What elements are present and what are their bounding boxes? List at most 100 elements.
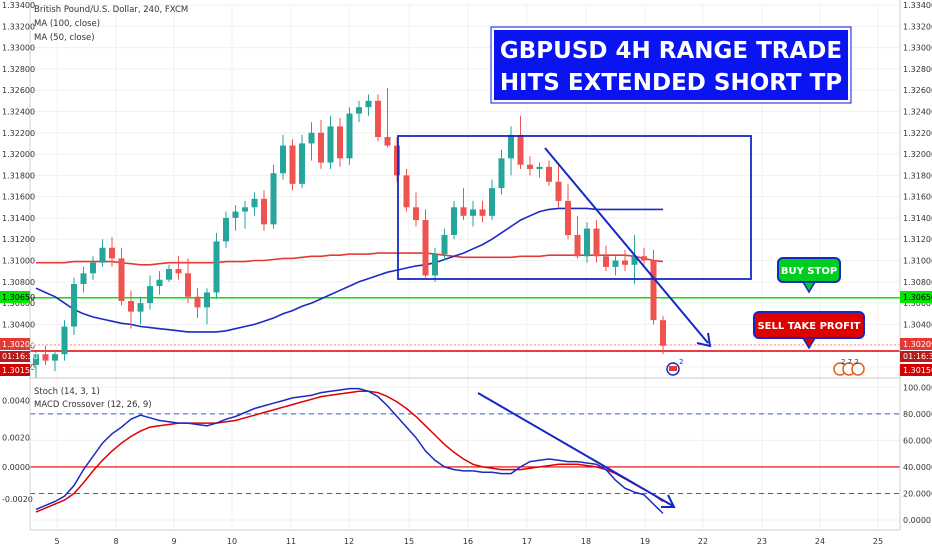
osc-tick-right: 60.0000: [903, 436, 932, 445]
candle-up: [232, 205, 239, 231]
price-tick-right: 1.33200: [903, 22, 932, 31]
candle-up: [356, 100, 362, 123]
osc-tick-right: 100.0000: [903, 383, 932, 392]
candle-down: [403, 168, 410, 212]
candle-down: [574, 215, 581, 259]
candle-body: [650, 260, 657, 321]
candle-up: [451, 200, 457, 240]
banner-outline: [490, 26, 852, 104]
candle-down: [460, 188, 467, 221]
grid-layer: [30, 4, 900, 530]
candle-body: [441, 234, 448, 255]
candle-body: [327, 126, 334, 163]
time-tick-label: 25: [873, 537, 883, 546]
candle-body: [384, 137, 391, 146]
stoch-legend: Stoch (14, 3, 1): [34, 387, 100, 397]
price-tick-left: 1.32000: [2, 150, 35, 159]
price-levels: [30, 297, 900, 352]
candle-down: [422, 209, 429, 278]
candle-body: [489, 188, 495, 216]
price-tick-left: 1.32800: [2, 65, 35, 74]
candle-up: [99, 239, 106, 267]
candle-body: [432, 254, 438, 276]
candle-up: [489, 179, 495, 221]
candle-body: [80, 273, 87, 284]
sell-take-profit-callout[interactable]: SELL TAKE PROFIT: [753, 311, 865, 350]
time-tick-label: 15: [404, 537, 414, 546]
candle-body: [584, 228, 590, 257]
candle-body: [403, 175, 410, 208]
candle-body: [299, 143, 305, 184]
candle-up: [584, 222, 590, 263]
osc-tick-right: 40.0000: [903, 463, 932, 472]
right-green-tag-text: 1.30650: [903, 293, 932, 302]
candle-up: [71, 277, 77, 336]
candle-body: [194, 296, 201, 308]
candle-down: [413, 192, 419, 227]
candle-up: [52, 352, 58, 372]
price-tick-left: 1.32200: [2, 129, 35, 138]
candle-body: [422, 220, 429, 276]
candle-body: [289, 145, 296, 184]
ma100-line: [36, 252, 664, 266]
candle-up: [61, 320, 68, 361]
candle-body: [166, 269, 172, 280]
buy-stop-callout[interactable]: BUY STOP: [777, 257, 841, 294]
time-tick-label: 11: [286, 537, 296, 546]
candle-down: [118, 247, 125, 306]
macd-legend: MACD Crossover (12, 26, 9): [34, 400, 152, 410]
candle-body: [128, 300, 134, 312]
candle-body: [99, 247, 106, 263]
candle-body: [204, 292, 210, 308]
candle-body: [175, 269, 182, 274]
stoch-d-line: [35, 390, 664, 513]
candle-up: [612, 256, 619, 276]
candle-down: [42, 345, 49, 365]
time-tick-label: 12: [344, 537, 354, 546]
candle-body: [375, 100, 381, 138]
left-time-tag-text: 01:16:30: [2, 352, 38, 361]
price-tick-left: 1.33000: [2, 44, 35, 53]
price-tick-right: 1.32600: [903, 86, 932, 95]
candle-down: [394, 137, 400, 182]
right-time-tag: [900, 351, 932, 362]
candle-up: [204, 288, 210, 325]
price-tick-right: 1.31000: [903, 257, 932, 266]
candle-down: [479, 200, 486, 223]
time-tick-label: 23: [757, 537, 767, 546]
price-tick-right: 1.30400: [903, 320, 932, 329]
candle-body: [137, 303, 144, 312]
candle-down: [375, 94, 381, 142]
right-time-tag-text: 01:16:30: [903, 352, 932, 361]
candle-down: [565, 183, 571, 240]
buy-stop-pointer: [801, 281, 817, 294]
candle-body: [71, 283, 77, 327]
stoch-k-line: [35, 387, 664, 514]
candle-down: [546, 160, 552, 186]
candle-up: [346, 107, 353, 165]
candle-body: [470, 209, 476, 216]
candle-up: [631, 234, 638, 284]
event-badge-group[interactable]: 2 7 2: [833, 358, 865, 376]
candles: [33, 88, 666, 378]
candle-body: [603, 256, 609, 267]
time-tick-label: 8: [113, 537, 118, 546]
osc-tick-left: 0.0020: [2, 434, 30, 443]
candle-up: [270, 164, 277, 229]
candle-body: [147, 286, 153, 304]
flag-icon-stripe: [669, 366, 677, 371]
price-tick-right: 1.32000: [903, 150, 932, 159]
candle-body: [318, 132, 324, 163]
price-tick-right: 1.30600: [903, 299, 932, 308]
price-tick-left: 1.31400: [2, 214, 35, 223]
time-tick-label: 5: [54, 537, 59, 546]
candle-body: [536, 166, 543, 169]
candle-body: [61, 326, 68, 355]
candle-down: [593, 220, 600, 263]
price-tick-left: 1.30400: [2, 320, 35, 329]
event-badge-single[interactable]: 2: [666, 358, 683, 376]
osc-trend-arrow-line: [477, 392, 674, 507]
candle-body: [546, 166, 552, 182]
